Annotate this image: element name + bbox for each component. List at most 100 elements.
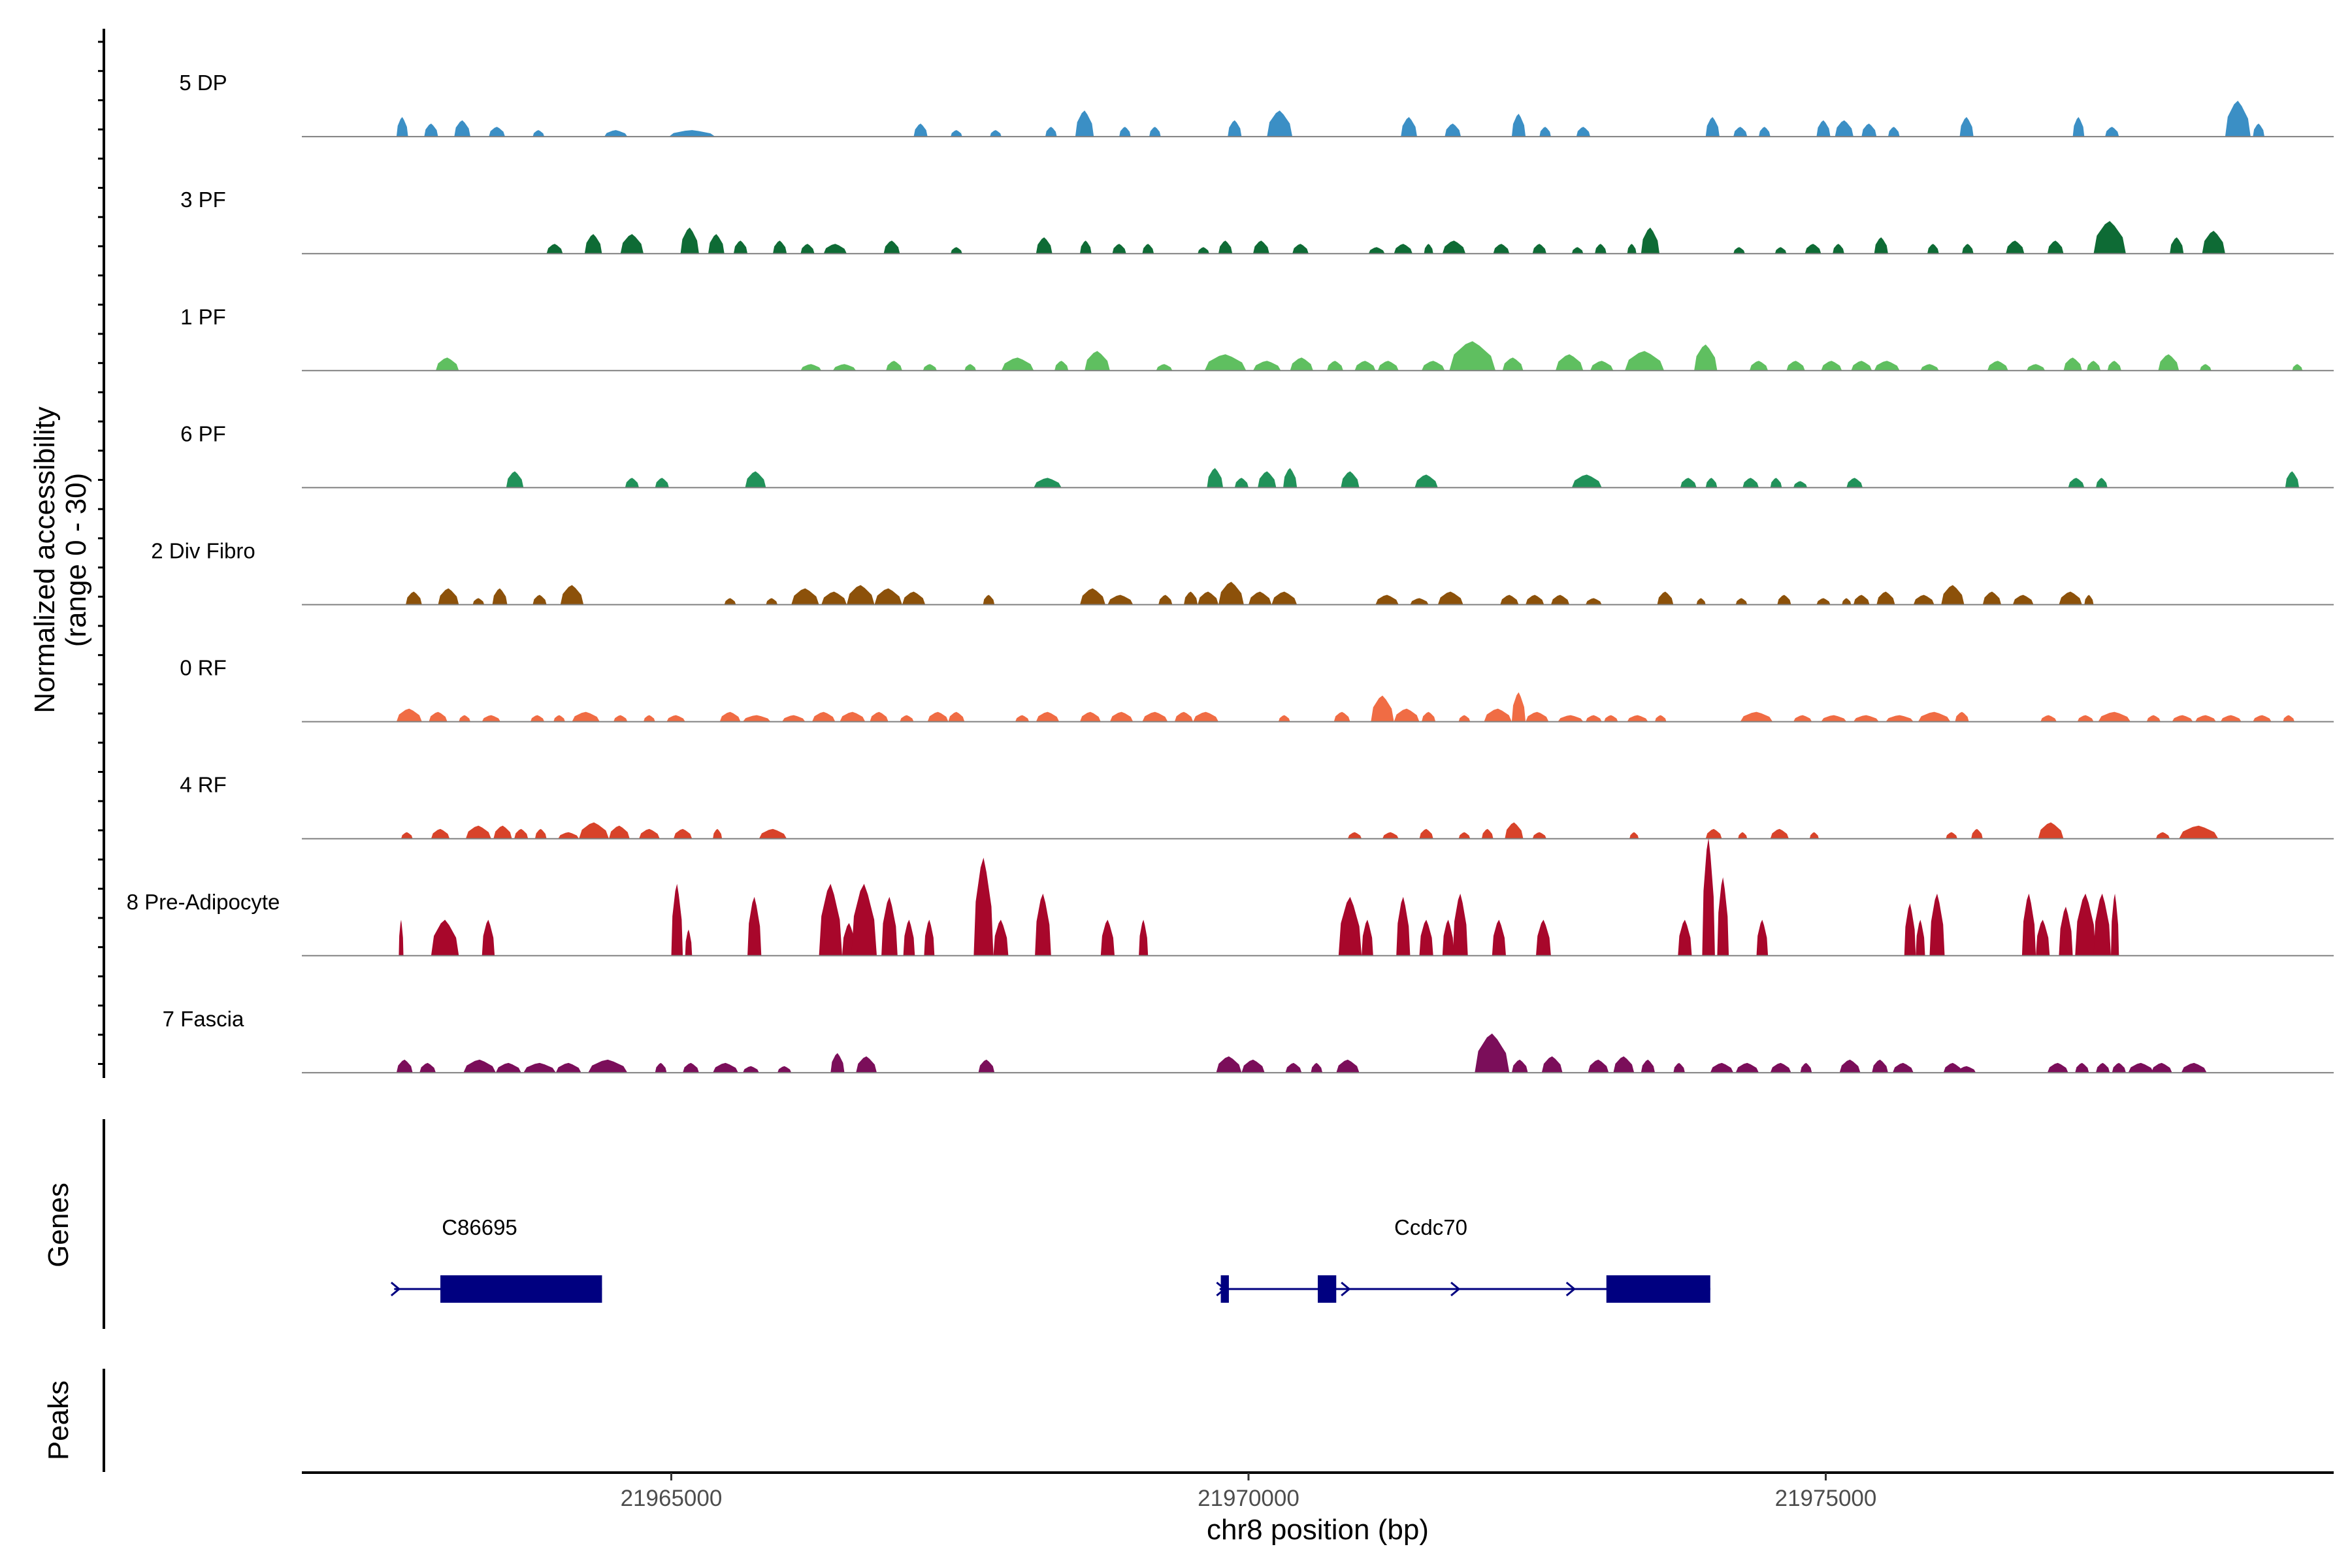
y-axis-title-line1: Normalized accessibility: [29, 406, 61, 713]
coverage-peak: [1959, 117, 1974, 137]
coverage-peak: [2158, 354, 2180, 371]
coverage-peak: [514, 828, 529, 839]
coverage-peak: [546, 244, 563, 254]
coverage-peak: [2086, 361, 2101, 371]
track-0-rf: 0 RF: [180, 656, 2334, 723]
coverage-peak: [396, 117, 408, 137]
coverage-peak: [902, 591, 926, 605]
coverage-peak: [1458, 715, 1471, 722]
coverage-peak: [1571, 474, 1602, 488]
coverage-peak: [1550, 595, 1570, 605]
coverage-peak: [1377, 361, 1399, 371]
coverage-peak: [2285, 471, 2299, 488]
coverage-peak: [2170, 237, 2184, 254]
coverage-peak: [2047, 1062, 2068, 1073]
coverage-peak: [1556, 354, 1584, 371]
x-axis-title: chr8 position (bp): [1207, 1514, 1429, 1546]
coverage-peak: [1641, 1059, 1655, 1073]
coverage-peak: [1872, 1059, 1888, 1073]
coverage-peak: [1045, 127, 1057, 137]
coverage-peak: [1449, 341, 1496, 371]
coverage-peak: [883, 240, 900, 254]
coverage-peak: [2068, 478, 2085, 488]
y-axis-title-line2: (range 0 - 30): [60, 473, 92, 647]
coverage-peak: [495, 1062, 521, 1073]
coverage-peak: [1800, 1062, 1812, 1073]
coverage-peak: [2075, 893, 2096, 956]
coverage-peak: [733, 240, 748, 254]
coverage-peak: [800, 244, 815, 254]
track-label: 7 Fascia: [163, 1007, 244, 1031]
coverage-peak: [1253, 240, 1269, 254]
coverage-peak: [553, 715, 565, 722]
coverage-peak: [668, 130, 715, 137]
coverage-peak: [1442, 240, 1466, 254]
coverage-peak: [396, 708, 422, 722]
coverage-peak: [1241, 1059, 1265, 1073]
coverage-peak: [1756, 919, 1769, 956]
coverage-peak: [1539, 127, 1551, 137]
track-label: 3 PF: [180, 188, 226, 212]
coverage-peak: [1156, 364, 1173, 371]
coverage-peak: [743, 715, 771, 722]
coverage-peak: [964, 364, 976, 371]
coverage-peak: [2200, 364, 2212, 371]
coverage-peak: [1036, 711, 1060, 722]
coverage-peak: [2220, 715, 2242, 722]
coverage-peak: [1419, 828, 1433, 839]
coverage-peak: [401, 832, 413, 839]
coverage-peak: [2084, 595, 2094, 605]
gene-exon: [1606, 1275, 1710, 1303]
coverage-peak: [951, 130, 962, 137]
coverage-peak: [1749, 361, 1769, 371]
coverage-peak: [2093, 221, 2126, 254]
coverage-peak: [655, 478, 669, 488]
coverage-peak: [1946, 832, 1957, 839]
coverage-peak: [874, 588, 902, 605]
coverage-peak: [1422, 711, 1436, 722]
coverage-peak: [588, 1059, 628, 1073]
coverage-peak: [1375, 595, 1399, 605]
coverage-peak: [1694, 344, 1718, 371]
coverage-peak: [1158, 595, 1173, 605]
coverage-peak: [1733, 247, 1745, 254]
left-axes: [98, 29, 105, 1472]
coverage-peak: [1347, 832, 1362, 839]
strand-arrow: [390, 1281, 401, 1297]
coverage-peak: [1833, 244, 1844, 254]
coverage-peak: [1678, 919, 1692, 956]
accessibility-tracks: 5 DP 3 PF 1 PF 6 PF 2 Div Fibro 0 RF 4 RF 8 Pre…: [127, 71, 2334, 1073]
coverage-peak: [2202, 231, 2225, 254]
coverage-peak: [1805, 244, 1821, 254]
coverage-peak: [1193, 711, 1218, 722]
coverage-peak: [1511, 692, 1526, 722]
coverage-peak: [983, 595, 995, 605]
coverage-peak: [655, 1062, 667, 1073]
coverage-peak: [1458, 832, 1471, 839]
coverage-peak: [1887, 127, 1900, 137]
coverage-peak: [1927, 244, 1939, 254]
coverage-peak: [399, 919, 404, 956]
coverage-peak: [2047, 240, 2064, 254]
coverage-peak: [1382, 832, 1399, 839]
coverage-peak: [747, 896, 762, 956]
coverage-peak: [530, 715, 545, 722]
coverage-peak: [644, 715, 655, 722]
y-axis-ticks: [98, 41, 104, 1065]
coverage-peak: [1475, 1033, 1510, 1073]
coverage-peak: [419, 1062, 436, 1073]
coverage-peak: [1929, 893, 1945, 956]
coverage-peak: [800, 364, 822, 371]
coverage-peak: [713, 1062, 738, 1073]
coverage-peak: [1234, 478, 1249, 488]
coverage-peak: [2036, 919, 2050, 956]
coverage-peak: [1500, 595, 1519, 605]
track-6-pf: 6 PF: [180, 421, 2334, 489]
coverage-peak: [1228, 120, 1242, 137]
coverage-peak: [1655, 715, 1667, 722]
coverage-peak: [1861, 123, 1877, 137]
coverage-peak: [1035, 893, 1051, 956]
coverage-peak: [1080, 711, 1101, 722]
coverage-peak: [1920, 364, 1939, 371]
